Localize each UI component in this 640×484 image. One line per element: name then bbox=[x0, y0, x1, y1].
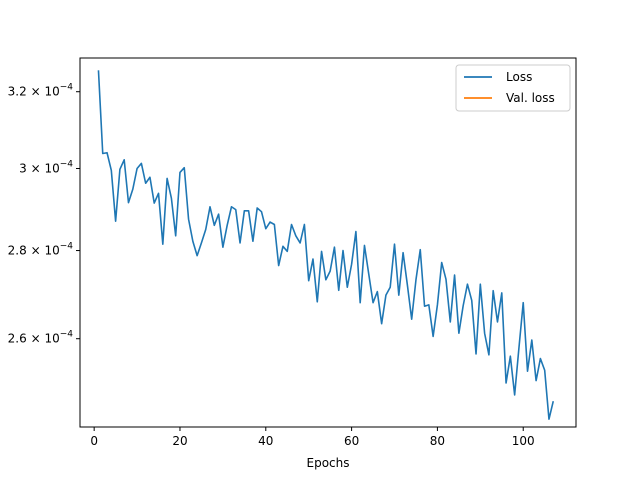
x-axis-label: Epochs bbox=[307, 456, 350, 470]
y-tick-label: 2.6 × 10−4 bbox=[8, 330, 74, 346]
x-axis: 0 20 40 60 80 100 bbox=[90, 427, 535, 448]
x-tick-label: 40 bbox=[258, 434, 273, 448]
y-tick-label: 3 × 10−4 bbox=[19, 159, 73, 175]
x-tick-label: 60 bbox=[344, 434, 359, 448]
x-tick-label: 0 bbox=[90, 434, 98, 448]
y-tick-label: 2.8 × 10−4 bbox=[8, 242, 74, 258]
y-tick-label: 3.2 × 10−4 bbox=[8, 83, 74, 99]
x-tick-label: 80 bbox=[430, 434, 445, 448]
legend-label-0: Loss bbox=[506, 70, 532, 84]
x-tick-label: 100 bbox=[512, 434, 535, 448]
plot-frame bbox=[79, 57, 577, 428]
y-axis: 3.2 × 10−4 3 × 10−4 2.8 × 10−4 2.6 × 10−4 bbox=[8, 83, 80, 346]
x-tick-label: 20 bbox=[172, 434, 187, 448]
legend-label-1: Val. loss bbox=[506, 91, 555, 105]
series-lines bbox=[97, 70, 555, 420]
series-line-0 bbox=[97, 70, 555, 420]
legend: Loss Val. loss bbox=[455, 64, 571, 112]
